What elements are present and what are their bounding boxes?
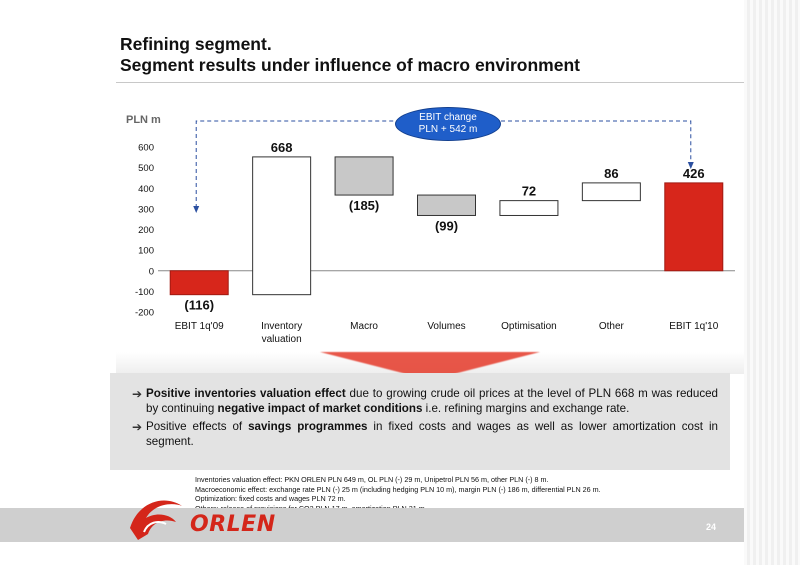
waterfall-bar: [169, 270, 229, 296]
y-tick-label: 100: [138, 246, 154, 257]
x-category-label: EBIT 1q'09: [175, 321, 224, 332]
footnote-line: Macroeconomic effect: exchange rate PLN …: [195, 484, 601, 494]
waterfall-bar: [499, 200, 559, 216]
waterfall-bar: [334, 156, 394, 196]
ebit-change-line-2: PLN + 542 m: [418, 124, 478, 135]
bullet-emphasis: Positive inventories valuation effect: [146, 387, 346, 400]
ebit-change-line-1: EBIT change: [419, 112, 477, 123]
x-category-label: Optimisation: [501, 321, 557, 332]
bullet-text: due to growing crude oil prices at the l…: [146, 387, 719, 415]
waterfall-bar: [581, 182, 641, 202]
y-tick-label: 200: [138, 225, 154, 236]
footnote-line: Optimization: fixed costs and wages PLN …: [195, 494, 346, 503]
brand-logo-text: ORLEN: [190, 512, 276, 537]
bar-value-label: 86: [604, 166, 618, 181]
x-category-label: Inventory: [261, 321, 302, 332]
arrow-down-icon: [193, 206, 200, 213]
title-line-1: Refining segment.: [120, 34, 272, 54]
y-tick-label: 600: [138, 143, 154, 154]
arrow-down-icon: [687, 162, 694, 169]
arrow-right-icon: ➔: [132, 420, 143, 434]
bar-value-label: (185): [349, 198, 379, 213]
bullet-emphasis: savings programmes: [248, 420, 368, 433]
y-tick-label: -200: [135, 308, 154, 319]
ebit-change-connector-right: [501, 120, 692, 164]
bar-value-label: (99): [435, 218, 458, 233]
bar-value-label: 426: [683, 166, 705, 181]
bar-value-label: (116): [184, 298, 214, 313]
x-category-label: Volumes: [427, 321, 465, 332]
commentary-bullet: ➔ Positive effects of savings programmes …: [132, 420, 718, 449]
y-tick-label: -100: [135, 287, 154, 298]
commentary-bullet: ➔ Positive inventories valuation effect d…: [132, 387, 718, 416]
bullet-text: Positive effects of: [146, 420, 249, 433]
title-divider: [116, 82, 744, 83]
x-category-label: valuation: [262, 334, 302, 345]
orlen-eagle-logo-icon: [130, 500, 182, 540]
arrow-right-icon: ➔: [132, 387, 143, 401]
waterfall-bar: [417, 194, 476, 216]
page-number: 24: [706, 522, 717, 532]
bar-value-label: 668: [271, 140, 293, 155]
commentary-box: ➔ Positive inventories valuation effect d…: [110, 373, 730, 470]
y-tick-label: 400: [138, 184, 154, 195]
x-category-label: EBIT 1q'10: [669, 321, 718, 332]
y-tick-label: 500: [138, 163, 154, 174]
footnote-line: Inventories valuation effect: PKN ORLEN …: [195, 475, 549, 484]
x-category-label: Macro: [350, 321, 378, 332]
ebit-change-badge: EBIT change PLN + 542 m: [395, 107, 501, 141]
ebit-change-connector-left: [195, 120, 395, 208]
page-title: Refining segment. Segment results under …: [120, 34, 580, 76]
title-line-2: Segment results under influence of macro…: [120, 55, 580, 75]
bar-value-label: 72: [522, 184, 536, 199]
right-decorative-strip: [744, 0, 800, 565]
commentary-list: ➔ Positive inventories valuation effect d…: [132, 387, 718, 449]
footer-band: [0, 508, 744, 542]
y-tick-label: 300: [138, 204, 154, 215]
waterfall-bar: [664, 182, 724, 272]
bullet-text: i.e. refining margins and exchange rate.: [422, 401, 630, 415]
waterfall-bar: [252, 156, 312, 296]
unit-label: PLN m: [126, 114, 161, 126]
bullet-emphasis: negative impact of market conditions: [217, 401, 423, 415]
y-tick-label: 0: [149, 266, 154, 277]
x-category-label: Other: [599, 321, 625, 332]
bullet-text: in fixed costs and wages as well as lowe…: [146, 420, 719, 448]
